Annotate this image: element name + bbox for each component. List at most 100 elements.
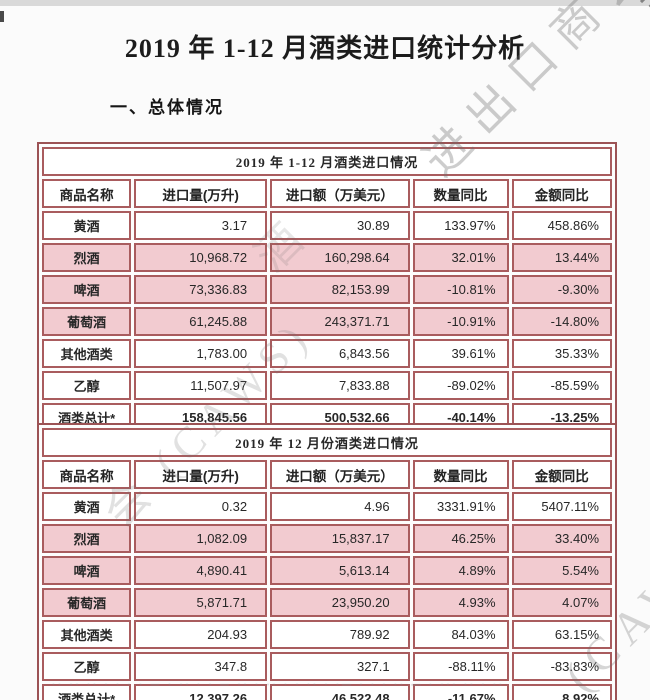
value-yoy-cell: 458.86% bbox=[511, 211, 612, 240]
import-value-cell: 327.1 bbox=[270, 652, 410, 681]
column-header-product: 商品名称 bbox=[42, 179, 132, 208]
column-header-volume-yoy: 数量同比 bbox=[412, 179, 509, 208]
column-header-volume: 进口量(万升) bbox=[134, 179, 268, 208]
table-row: 烈酒 10,968.72 160,298.64 32.01% 13.44% bbox=[42, 243, 612, 272]
table-row: 其他酒类 1,783.00 6,843.56 39.61% 35.33% bbox=[42, 339, 612, 368]
table-body: 黄酒 0.32 4.96 3331.91% 5407.11% 烈酒 1,082.09 15,8… bbox=[42, 492, 612, 700]
volume-yoy-cell: 3331.91% bbox=[412, 492, 509, 521]
product-name-cell: 其他酒类 bbox=[42, 620, 132, 649]
import-value-cell: 243,371.71 bbox=[270, 307, 410, 336]
import-volume-cell: 347.8 bbox=[134, 652, 268, 681]
table-title-row: 2019 年 12 月份酒类进口情况 bbox=[42, 428, 612, 457]
product-name-cell: 烈酒 bbox=[42, 524, 132, 553]
column-header-product: 商品名称 bbox=[42, 460, 132, 489]
table-row: 黄酒 0.32 4.96 3331.91% 5407.11% bbox=[42, 492, 612, 521]
value-yoy-cell: 5407.11% bbox=[511, 492, 612, 521]
value-yoy-cell: 13.44% bbox=[511, 243, 612, 272]
december-import-table: 2019 年 12 月份酒类进口情况 商品名称 进口量(万升) 进口额（万美元）… bbox=[37, 423, 617, 700]
volume-yoy-cell: 4.93% bbox=[412, 588, 509, 617]
import-value-cell: 160,298.64 bbox=[270, 243, 410, 272]
import-value-cell: 5,613.14 bbox=[270, 556, 410, 585]
product-name-cell: 其他酒类 bbox=[42, 339, 132, 368]
import-value-cell: 4.96 bbox=[270, 492, 410, 521]
product-name-cell: 乙醇 bbox=[42, 371, 132, 400]
value-yoy-cell: 4.07% bbox=[511, 588, 612, 617]
table-title: 2019 年 1-12 月酒类进口情况 bbox=[42, 147, 612, 176]
volume-yoy-cell: -10.91% bbox=[412, 307, 509, 336]
volume-yoy-cell: -88.11% bbox=[412, 652, 509, 681]
product-name-cell: 葡萄酒 bbox=[42, 307, 132, 336]
section-heading: 一、总体情况 bbox=[110, 98, 224, 117]
volume-yoy-cell: 46.25% bbox=[412, 524, 509, 553]
scan-artifact bbox=[0, 11, 4, 22]
table-header-row: 商品名称 进口量(万升) 进口额（万美元） 数量同比 金额同比 bbox=[42, 460, 612, 489]
table-row: 乙醇 347.8 327.1 -88.11% -83.83% bbox=[42, 652, 612, 681]
import-value-cell: 82,153.99 bbox=[270, 275, 410, 304]
column-header-value-yoy: 金额同比 bbox=[511, 179, 612, 208]
import-value-cell: 30.89 bbox=[270, 211, 410, 240]
table-row: 酒类总计* 12,397.26 46,522.48 -11.67% 8.92% bbox=[42, 684, 612, 700]
value-yoy-cell: 63.15% bbox=[511, 620, 612, 649]
import-value-cell: 789.92 bbox=[270, 620, 410, 649]
product-name-cell: 黄酒 bbox=[42, 211, 132, 240]
column-header-value: 进口额（万美元） bbox=[270, 460, 410, 489]
value-yoy-cell: -9.30% bbox=[511, 275, 612, 304]
import-volume-cell: 11,507.97 bbox=[134, 371, 268, 400]
product-name-cell: 烈酒 bbox=[42, 243, 132, 272]
column-header-volume-yoy: 数量同比 bbox=[412, 460, 509, 489]
value-yoy-cell: 35.33% bbox=[511, 339, 612, 368]
annual-import-table: 2019 年 1-12 月酒类进口情况 商品名称 进口量(万升) 进口额（万美元… bbox=[37, 142, 617, 437]
import-volume-cell: 3.17 bbox=[134, 211, 268, 240]
volume-yoy-cell: 84.03% bbox=[412, 620, 509, 649]
page-title: 2019 年 1-12 月酒类进口统计分析 bbox=[124, 34, 526, 63]
volume-yoy-cell: 32.01% bbox=[412, 243, 509, 272]
table-row: 黄酒 3.17 30.89 133.97% 458.86% bbox=[42, 211, 612, 240]
table-row: 乙醇 11,507.97 7,833.88 -89.02% -85.59% bbox=[42, 371, 612, 400]
import-volume-cell: 10,968.72 bbox=[134, 243, 268, 272]
volume-yoy-cell: -89.02% bbox=[412, 371, 509, 400]
blurred-footnote: ·· ·· ·· · · · · ― · ·· · · ― ·· · ·· · … bbox=[52, 679, 505, 689]
value-yoy-cell: 5.54% bbox=[511, 556, 612, 585]
column-header-value-yoy: 金额同比 bbox=[511, 460, 612, 489]
import-volume-cell: 12,397.26 bbox=[134, 684, 268, 700]
product-name-cell: 酒类总计* bbox=[42, 684, 132, 700]
table-row: 其他酒类 204.93 789.92 84.03% 63.15% bbox=[42, 620, 612, 649]
table-body: 黄酒 3.17 30.89 133.97% 458.86% 烈酒 10,968.72 160,… bbox=[42, 211, 612, 432]
value-yoy-cell: 8.92% bbox=[511, 684, 612, 700]
import-value-cell: 7,833.88 bbox=[270, 371, 410, 400]
table-row: 葡萄酒 61,245.88 243,371.71 -10.91% -14.80% bbox=[42, 307, 612, 336]
import-volume-cell: 1,783.00 bbox=[134, 339, 268, 368]
volume-yoy-cell: 4.89% bbox=[412, 556, 509, 585]
column-header-value: 进口额（万美元） bbox=[270, 179, 410, 208]
import-value-cell: 23,950.20 bbox=[270, 588, 410, 617]
import-volume-cell: 4,890.41 bbox=[134, 556, 268, 585]
import-value-cell: 46,522.48 bbox=[270, 684, 410, 700]
import-volume-cell: 73,336.83 bbox=[134, 275, 268, 304]
value-yoy-cell: -85.59% bbox=[511, 371, 612, 400]
table-row: 烈酒 1,082.09 15,837.17 46.25% 33.40% bbox=[42, 524, 612, 553]
table-row: 啤酒 4,890.41 5,613.14 4.89% 5.54% bbox=[42, 556, 612, 585]
table-header-row: 商品名称 进口量(万升) 进口额（万美元） 数量同比 金额同比 bbox=[42, 179, 612, 208]
value-yoy-cell: -83.83% bbox=[511, 652, 612, 681]
import-volume-cell: 5,871.71 bbox=[134, 588, 268, 617]
product-name-cell: 啤酒 bbox=[42, 556, 132, 585]
import-volume-cell: 61,245.88 bbox=[134, 307, 268, 336]
scan-edge-strip bbox=[0, 0, 650, 6]
value-yoy-cell: 33.40% bbox=[511, 524, 612, 553]
import-volume-cell: 204.93 bbox=[134, 620, 268, 649]
table-title: 2019 年 12 月份酒类进口情况 bbox=[42, 428, 612, 457]
product-name-cell: 乙醇 bbox=[42, 652, 132, 681]
import-volume-cell: 0.32 bbox=[134, 492, 268, 521]
product-name-cell: 啤酒 bbox=[42, 275, 132, 304]
table-row: 葡萄酒 5,871.71 23,950.20 4.93% 4.07% bbox=[42, 588, 612, 617]
value-yoy-cell: -14.80% bbox=[511, 307, 612, 336]
product-name-cell: 黄酒 bbox=[42, 492, 132, 521]
volume-yoy-cell: -11.67% bbox=[412, 684, 509, 700]
import-value-cell: 6,843.56 bbox=[270, 339, 410, 368]
volume-yoy-cell: 133.97% bbox=[412, 211, 509, 240]
import-volume-cell: 1,082.09 bbox=[134, 524, 268, 553]
product-name-cell: 葡萄酒 bbox=[42, 588, 132, 617]
table-title-row: 2019 年 1-12 月酒类进口情况 bbox=[42, 147, 612, 176]
table-row: 啤酒 73,336.83 82,153.99 -10.81% -9.30% bbox=[42, 275, 612, 304]
